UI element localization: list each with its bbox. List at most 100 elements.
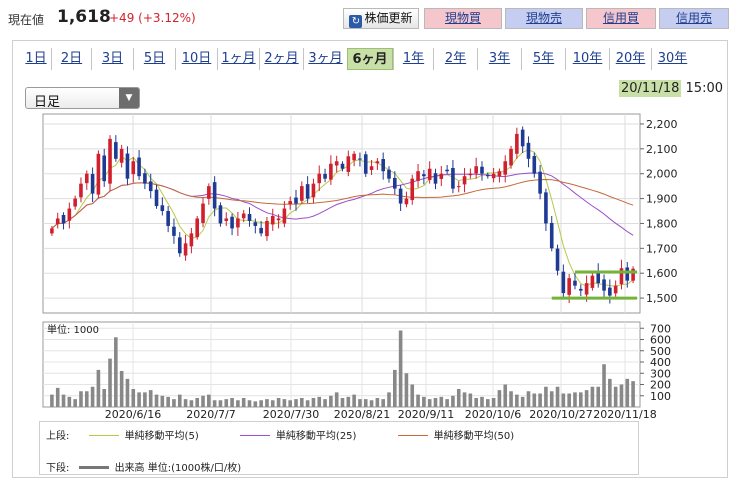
candle-body <box>102 155 107 182</box>
candle-body <box>590 275 595 288</box>
period-tab-2[interactable]: 3日 <box>91 48 133 70</box>
volume-bar <box>253 401 258 407</box>
candle-body <box>259 227 263 234</box>
volume-bar <box>451 395 455 407</box>
period-tab-6[interactable]: 2ヶ月 <box>259 48 303 70</box>
ma50-line <box>51 178 634 229</box>
candle-body <box>125 153 130 179</box>
price-tick-label: 2,100 <box>646 143 678 156</box>
candle-body <box>329 163 333 180</box>
period-tab-12[interactable]: 5年 <box>521 48 565 70</box>
volume-bar <box>329 395 333 407</box>
candle-body <box>445 169 449 172</box>
sell-margin-button[interactable]: 信用売 <box>659 8 729 29</box>
volume-bar <box>177 394 182 407</box>
candle-body <box>212 182 217 209</box>
volume-bar <box>323 399 327 407</box>
period-tab-8[interactable]: 6ヶ月 <box>347 48 393 70</box>
candle-body <box>602 279 606 291</box>
period-tab-13[interactable]: 10年 <box>565 48 609 70</box>
buy-margin-button[interactable]: 信用買 <box>586 8 656 29</box>
volume-bar <box>555 386 560 407</box>
volume-bar <box>90 386 95 407</box>
candle-body <box>114 142 118 159</box>
candle-body <box>195 218 200 238</box>
refresh-price-button[interactable]: ↻ 株価更新 <box>343 8 419 29</box>
candle-body <box>619 268 624 285</box>
volume-bar <box>532 393 537 407</box>
volume-bar <box>50 394 54 407</box>
volume-bar <box>276 398 281 407</box>
candle-body <box>625 267 630 281</box>
candle-body <box>369 166 374 170</box>
candle-body <box>119 148 124 163</box>
volume-bar <box>73 399 77 407</box>
candle-body <box>555 248 560 271</box>
buy-cash-button[interactable]: 現物買 <box>424 8 502 29</box>
period-tab-15[interactable]: 30年 <box>651 48 693 70</box>
ma25-swatch <box>239 435 270 436</box>
volume-bar <box>294 399 298 407</box>
period-tab-14[interactable]: 20年 <box>609 48 651 70</box>
volume-bar <box>230 398 234 407</box>
volume-bar <box>491 398 496 407</box>
volume-bar <box>538 393 542 407</box>
candle-body <box>468 173 473 176</box>
date-tick-label: 2020/11/18 <box>593 408 656 421</box>
period-tab-10[interactable]: 2年 <box>433 48 477 70</box>
chart-panel: 1日 2日 3日 5日 10日 1ヶ月 2ヶ月 3ヶ月 6ヶ月 1年 2年 3年 5年 10年 20年 30年… <box>12 40 728 478</box>
volume-bar <box>218 400 223 407</box>
volume-bar <box>596 386 601 407</box>
candle-body <box>375 161 380 164</box>
period-tab-4[interactable]: 10日 <box>175 48 217 70</box>
volume-bar <box>480 396 484 407</box>
candle-body <box>503 161 508 175</box>
volume-bar <box>404 373 409 407</box>
period-tab-3[interactable]: 5日 <box>133 48 175 70</box>
volume-bar <box>317 396 322 407</box>
period-tab-11[interactable]: 3年 <box>477 48 521 70</box>
period-tab-1[interactable]: 2日 <box>51 48 91 70</box>
ma50-swatch <box>397 435 428 436</box>
volume-bar <box>567 393 571 407</box>
volume-bar <box>387 392 391 407</box>
volume-bar <box>247 400 252 407</box>
period-tab-0[interactable]: 1日 <box>25 51 47 66</box>
volume-bar <box>468 393 473 407</box>
volume-bar <box>573 392 577 407</box>
volume-tick-label: 600 <box>650 334 671 347</box>
candle-body <box>67 208 72 221</box>
candle-body <box>526 142 531 159</box>
candle-body <box>393 177 397 189</box>
candle-body <box>462 176 467 185</box>
volume-bar <box>422 396 426 407</box>
volume-bar <box>236 400 240 407</box>
candle-body <box>346 156 351 172</box>
candle-body <box>474 166 478 174</box>
volume-bar <box>67 396 72 407</box>
candle-body <box>549 222 554 249</box>
volume-bar <box>61 394 66 407</box>
candle-body <box>61 214 66 224</box>
legend-upper: 上段: 単純移動平均(5) 単純移動平均(25) 単純移動平均(50) <box>46 427 514 442</box>
price-volume-chart: 1,500 1,600 1,700 1,800 1,900 2,000 2,100 2,200… <box>42 113 678 421</box>
candle-body <box>201 203 205 223</box>
volume-bar <box>224 399 229 407</box>
interval-select[interactable]: 日足 ▼ <box>25 87 140 110</box>
period-tab-5[interactable]: 1ヶ月 <box>217 48 259 70</box>
candle-body <box>404 198 409 205</box>
volume-bar <box>561 393 566 407</box>
volume-bar <box>381 399 385 407</box>
price-tick-label: 1,800 <box>646 217 678 230</box>
volume-bar <box>241 398 246 407</box>
period-tab-9[interactable]: 1年 <box>393 48 433 70</box>
period-tab-7[interactable]: 3ヶ月 <box>303 48 347 70</box>
volume-bar <box>201 395 205 407</box>
period-tabs: 1日 2日 3日 5日 10日 1ヶ月 2ヶ月 3ヶ月 6ヶ月 1年 2年 3年 5年 10年 20年 30年 <box>13 48 729 70</box>
sell-cash-button[interactable]: 現物売 <box>505 8 583 29</box>
volume-tick-label: 400 <box>650 356 671 369</box>
legend-upper-label: 上段: <box>46 431 70 442</box>
volume-bar <box>195 398 200 407</box>
chart-legend: 上段: 単純移動平均(5) 単純移動平均(25) 単純移動平均(50) 下段: … <box>39 421 639 475</box>
candle-body <box>247 213 252 221</box>
